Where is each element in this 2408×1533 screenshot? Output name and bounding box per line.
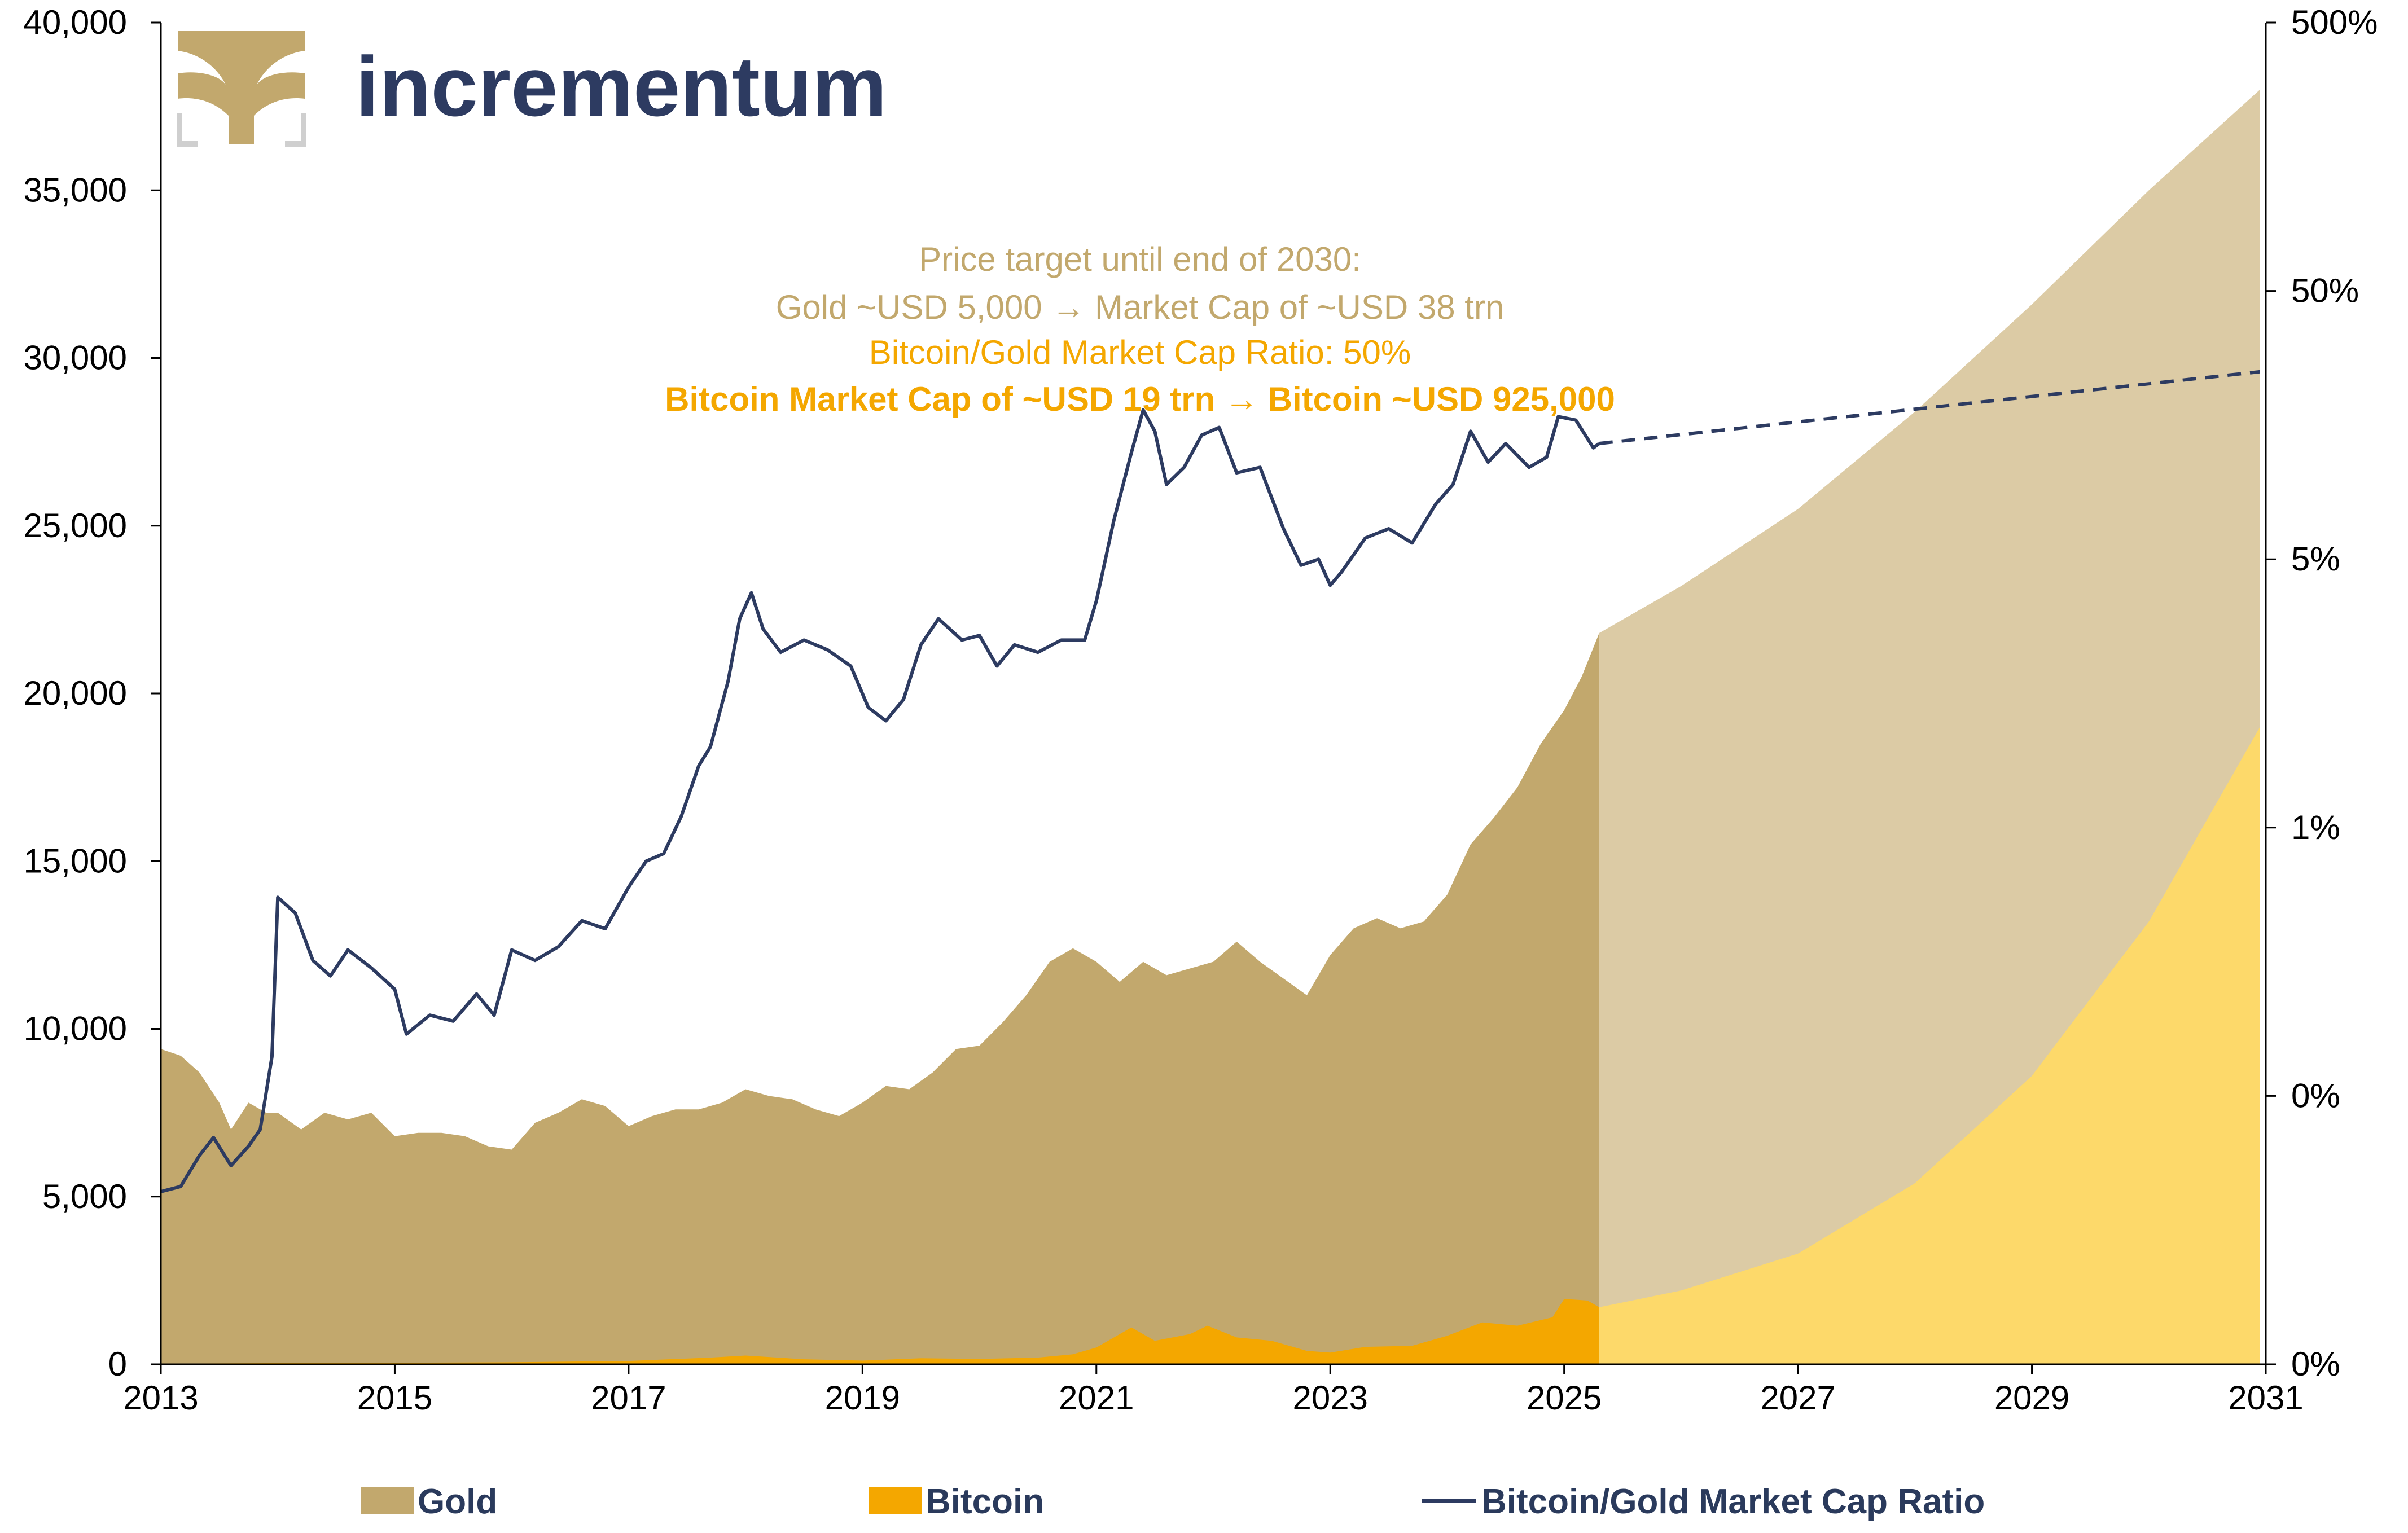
x-tick-label: 2013 (123, 1379, 198, 1417)
series-bitcoin-gold-market-cap-ratio-line (160, 408, 1600, 1193)
incrementum-logo: incrementum (177, 23, 887, 148)
legend: Gold Bitcoin Bitcoin/Gold Market Cap Rat… (361, 1482, 1985, 1521)
tree-icon (177, 23, 306, 148)
y-left-tick-label: 25,000 (23, 507, 127, 544)
y-right-tick-label: 0% (2291, 1077, 2340, 1114)
y-right-tick-label: 500% (2291, 3, 2378, 41)
x-tick-label: 2031 (2228, 1379, 2303, 1417)
series-bitcoin-area (161, 1299, 1599, 1364)
series-gold-area (161, 633, 1599, 1364)
y-left-tick-label: 15,000 (23, 842, 127, 880)
axes: 2013 2015 2017 2019 2021 2023 2025 2027 2029 2031… (23, 3, 2378, 1417)
y-left-tick-label: 0 (108, 1345, 127, 1383)
series-bitcoin-gold-market-cap-ratio-projection-line (1599, 370, 2260, 445)
y-left-tick-label: 35,000 (23, 171, 127, 209)
area-layers (161, 89, 2260, 1365)
annotation-line-1: Price target until end of 2030: (919, 240, 1361, 278)
y-left-tick-label: 10,000 (23, 1010, 127, 1048)
line-layers (160, 370, 2260, 1193)
annotation-line-4: Bitcoin Market Cap of ~USD 19 trn → Bitc… (665, 380, 1615, 418)
x-tick-label: 2021 (1059, 1379, 1134, 1417)
x-tick-label: 2025 (1527, 1379, 1602, 1417)
series-bitcoin-projection-area (1599, 727, 2260, 1364)
brand-name: incrementum (356, 39, 887, 134)
x-tick-label: 2027 (1760, 1379, 1835, 1417)
y-right-tick-label: 0% (2291, 1345, 2340, 1383)
legend-swatch-bitcoin (869, 1487, 922, 1514)
price-target-annotation: Price target until end of 2030: Gold ~US… (665, 240, 1615, 418)
x-tick-label: 2015 (357, 1379, 432, 1417)
y-left-tick-label: 40,000 (23, 3, 127, 41)
y-left-tick-label: 5,000 (42, 1178, 127, 1215)
y-right-tick-label: 5% (2291, 540, 2340, 578)
annotation-line-3: Bitcoin/Gold Market Cap Ratio: 50% (869, 333, 1411, 371)
y-left-tick-label: 20,000 (23, 674, 127, 712)
legend-label-gold: Gold (418, 1482, 497, 1521)
y-right-tick-label: 50% (2291, 272, 2359, 310)
y-right-tick-label: 1% (2291, 809, 2340, 846)
y-left-tick-label: 30,000 (23, 339, 127, 377)
x-tick-label: 2017 (591, 1379, 666, 1417)
x-tick-label: 2029 (1994, 1379, 2069, 1417)
legend-swatch-gold (361, 1487, 414, 1514)
x-tick-label: 2023 (1292, 1379, 1367, 1417)
annotation-line-2: Gold ~USD 5,000 → Market Cap of ~USD 38 … (776, 288, 1505, 326)
x-tick-label: 2019 (825, 1379, 900, 1417)
legend-label-bitcoin: Bitcoin (926, 1482, 1044, 1521)
legend-label-ratio: Bitcoin/Gold Market Cap Ratio (1481, 1482, 1985, 1521)
